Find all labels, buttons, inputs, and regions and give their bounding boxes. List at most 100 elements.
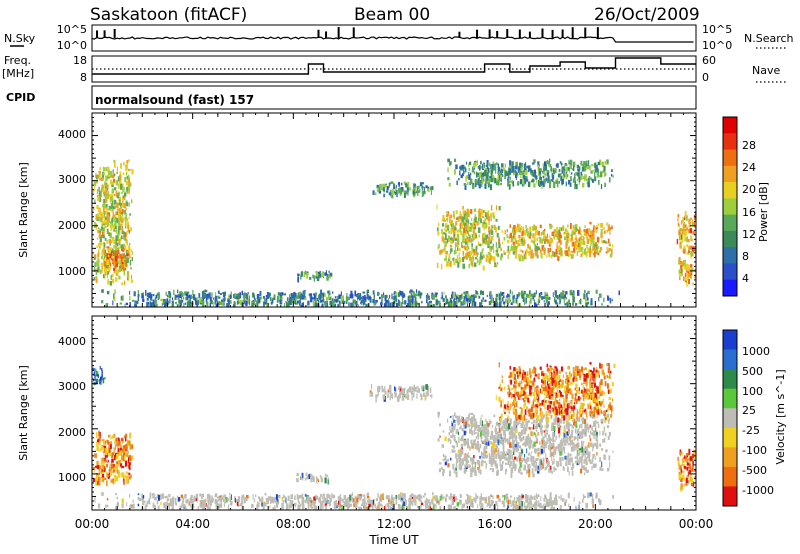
echo-cell [595,229,598,232]
echo-cell [507,500,511,504]
echo-cell [465,176,467,182]
echo-cell [116,454,119,460]
echo-cell [534,504,537,510]
echo-cell [432,295,435,300]
echo-cell [276,501,279,508]
echo-cell [687,271,690,276]
echo-cell [530,297,532,300]
echo-cell [305,500,307,503]
echo-cell [468,163,470,167]
echo-cell [445,255,447,261]
echo-cell [507,458,510,463]
echo-cell [456,416,458,420]
echo-cell [437,438,440,442]
echo-cell [229,493,231,496]
echo-cell [442,472,445,477]
echo-cell [523,175,526,180]
echo-cell [376,187,379,192]
echo-cell [211,300,213,304]
echo-cell [456,502,459,507]
echo-cell [570,254,573,259]
echo-cell [410,391,414,395]
echo-cell [528,236,532,239]
echo-cell [605,241,608,244]
echo-cell [524,170,528,175]
echo-cell [535,290,537,295]
echo-cell [524,493,528,500]
echo-cell [546,293,548,298]
echo-cell [372,499,374,505]
echo-cell [372,505,374,510]
echo-cell [484,183,487,189]
echo-cell [442,223,444,227]
echo-cell [523,163,526,169]
echo-cell [402,292,405,298]
echo-cell [124,254,127,259]
echo-cell [554,502,556,505]
echo-cell [518,452,521,458]
echo-cell [110,479,113,483]
echo-cell [473,227,475,233]
echo-cell [587,247,590,253]
echo-cell [572,248,575,251]
echo-cell [480,258,482,264]
echo-cell [142,292,144,296]
echo-cell [487,182,490,188]
echo-cell [483,424,486,429]
echo-cell [457,238,460,245]
echo-cell [109,470,113,476]
echo-cell [100,376,102,382]
echo-cell [481,215,484,218]
echo-cell [603,297,605,303]
echo-cell [495,421,498,426]
echo-cell [612,495,614,499]
echo-cell [480,165,482,169]
echo-cell [545,466,548,470]
echo-cell [301,504,305,510]
echo-cell [429,502,431,507]
echo-cell [503,500,505,505]
echo-cell [357,294,359,298]
echo-cell [326,496,329,501]
echo-cell [514,169,517,174]
echo-cell [211,292,213,298]
echo-cell [442,215,445,221]
echo-cell [456,180,458,185]
echo-cell [490,499,494,504]
echo-cell [132,503,135,509]
echo-cell [581,443,584,447]
echo-cell [390,181,392,185]
echo-cell [565,291,568,295]
echo-cell [570,467,573,470]
echo-cell [490,205,493,211]
echo-cell [390,500,392,506]
echo-cell [121,438,124,442]
echo-cell [450,239,453,244]
echo-cell [125,451,128,455]
echo-cell [335,499,338,506]
echo-cell [107,262,109,269]
echo-cell [555,164,558,167]
echo-cell [304,499,307,503]
echo-cell [340,296,344,301]
echo-cell [494,448,498,453]
echo-cell [491,237,494,241]
echo-cell [528,471,531,478]
echo-cell [514,436,517,442]
echo-cell [121,282,124,286]
echo-cell [568,253,570,257]
echo-cell [493,504,495,509]
nave-tick-high: 60 [702,54,716,67]
echo-cell [583,240,586,246]
echo-cell [504,453,507,457]
echo-cell [509,499,512,505]
echo-cell [568,299,570,304]
echo-cell [559,432,561,436]
echo-cell [499,170,502,173]
echo-cell [577,229,581,235]
echo-cell [123,262,125,266]
echo-cell [352,500,354,503]
echo-cell [261,502,263,507]
echo-cell [108,217,111,224]
echo-cell [314,303,316,307]
